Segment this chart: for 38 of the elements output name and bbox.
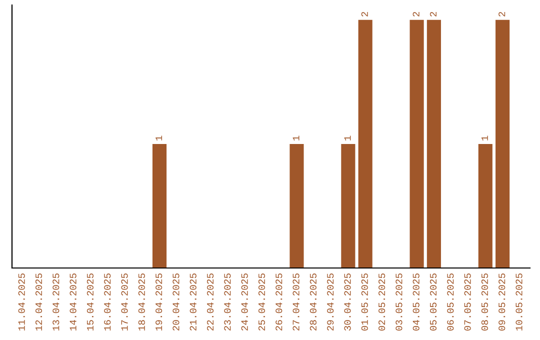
data-label: 1 [344, 136, 351, 140]
data-label: 2 [412, 12, 420, 16]
x-tick-label: 08.05.2025 [481, 273, 488, 331]
x-tick-label: 26.04.2025 [276, 273, 282, 331]
x-tick-label: 07.05.2025 [464, 273, 471, 331]
x-tick-label: 16.04.2025 [104, 273, 111, 331]
x-tick-label: 17.04.2025 [121, 273, 128, 331]
data-label: 1 [156, 136, 162, 140]
x-tick-label: 20.04.2025 [172, 273, 180, 331]
x-tick-label: 03.05.2025 [396, 273, 402, 331]
x-tick-label: 12.04.2025 [35, 273, 42, 331]
x-tick-label: 02.05.2025 [378, 273, 386, 331]
x-tick-label: 15.04.2025 [86, 273, 94, 331]
x-tick-label: 04.05.2025 [412, 273, 420, 331]
x-tick-label: 05.05.2025 [430, 273, 437, 331]
x-tick-label: 30.04.2025 [344, 273, 351, 331]
x-tick-label: 13.04.2025 [52, 273, 60, 331]
data-label: 2 [361, 12, 368, 16]
x-tick-label: 18.04.2025 [138, 273, 145, 331]
x-tick-label: 23.04.2025 [224, 273, 231, 331]
x-tick-label: 22.04.2025 [206, 273, 214, 331]
x-tick-label: 29.04.2025 [327, 273, 334, 331]
x-tick-label: 09.05.2025 [498, 273, 506, 331]
x-tick-label: 01.05.2025 [361, 273, 368, 331]
x-tick-label: 11.04.2025 [18, 273, 25, 331]
x-tick-label: 24.04.2025 [241, 273, 248, 331]
x-tick-label: 28.04.2025 [310, 273, 316, 331]
data-label: 2 [498, 12, 506, 16]
data-label: 1 [292, 136, 300, 140]
data-label: 2 [430, 12, 436, 16]
x-tick-label: 14.04.2025 [70, 273, 76, 331]
x-tick-label: 25.04.2025 [258, 273, 266, 331]
x-tick-label: 06.05.2025 [447, 273, 454, 331]
data-label: 1 [482, 136, 488, 140]
x-tick-label: 10.05.2025 [516, 273, 522, 331]
x-tick-label: 27.04.2025 [292, 273, 300, 331]
x-tick-label: 19.04.2025 [156, 273, 162, 331]
x-tick-label: 21.04.2025 [190, 273, 196, 331]
